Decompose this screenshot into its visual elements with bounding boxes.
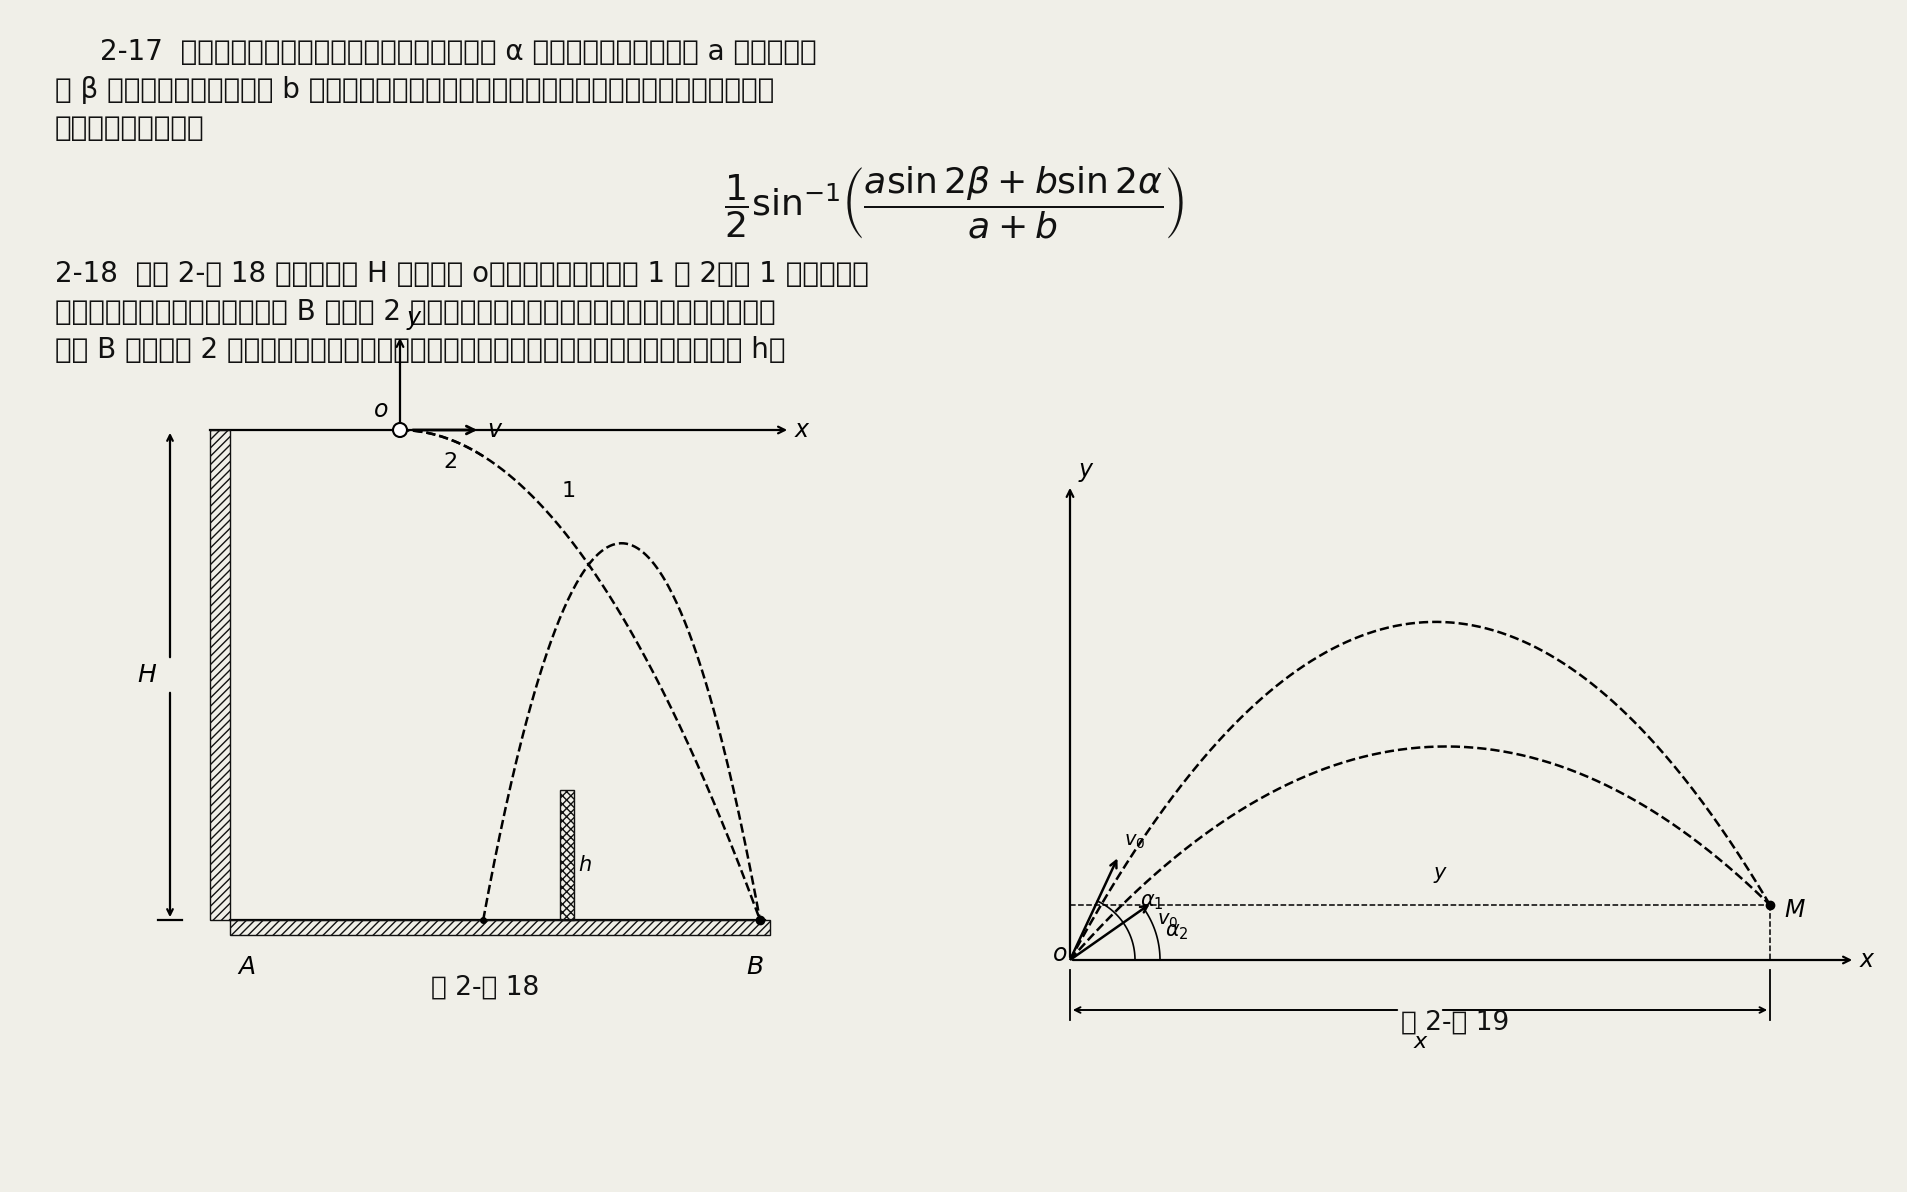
Text: 2-17  炮弹欲击中地面上某一目的物。但若以仰角 α 发射，则落在目的物前 a 米；若以仰: 2-17 炮弹欲击中地面上某一目的物。但若以仰角 α 发射，则落在目的物前 a … bbox=[99, 38, 816, 66]
Text: y: y bbox=[1432, 863, 1446, 883]
Bar bbox=[210, 430, 231, 920]
Text: $\dfrac{1}{2}\sin^{-1}\!\left(\dfrac{a\sin 2\beta + b\sin 2\alpha}{a+b}\right)$: $\dfrac{1}{2}\sin^{-1}\!\left(\dfrac{a\s… bbox=[723, 164, 1184, 241]
Text: $\alpha_1$: $\alpha_1$ bbox=[1138, 892, 1163, 912]
Text: H: H bbox=[137, 663, 156, 687]
Text: 2-18  如图 2-习 18 所示，从高 H 处的一点 o，先后平抛两个小球 1 和 2，球 1 刚好直接越: 2-18 如图 2-习 18 所示，从高 H 处的一点 o，先后平抛两个小球 1… bbox=[55, 260, 868, 288]
Text: v: v bbox=[486, 418, 502, 442]
Text: x: x bbox=[1859, 948, 1873, 971]
Text: y: y bbox=[1079, 458, 1093, 482]
Text: o: o bbox=[374, 398, 387, 422]
Circle shape bbox=[393, 423, 406, 437]
Text: 角 β 发射，则落在目的物后 b 米。假定炮弹的出口速度相同，并且空气阻力不计，试证击中目: 角 β 发射，则落在目的物后 b 米。假定炮弹的出口速度相同，并且空气阻力不计，… bbox=[55, 76, 774, 104]
Bar bbox=[231, 920, 770, 935]
Text: 2: 2 bbox=[442, 452, 458, 472]
Text: x: x bbox=[795, 418, 809, 442]
Text: 图 2-习 19: 图 2-习 19 bbox=[1400, 1010, 1508, 1036]
Text: 落在 B 点。设球 2 以及与之碰撞的地面是光滑的，碰撞中无能量损耗。求竖直挡板的高度 h。: 落在 B 点。设球 2 以及与之碰撞的地面是光滑的，碰撞中无能量损耗。求竖直挡板… bbox=[55, 336, 786, 364]
Text: $\alpha_2$: $\alpha_2$ bbox=[1165, 921, 1188, 942]
Text: h: h bbox=[578, 855, 591, 875]
Text: B: B bbox=[746, 955, 763, 979]
Text: A: A bbox=[238, 955, 256, 979]
Text: $v_0$: $v_0$ bbox=[1123, 832, 1144, 851]
Text: $v_0$: $v_0$ bbox=[1156, 911, 1179, 930]
Text: 的物的适当仰角应为: 的物的适当仰角应为 bbox=[55, 114, 204, 142]
Text: M: M bbox=[1783, 898, 1804, 921]
Text: o: o bbox=[1053, 942, 1066, 966]
Text: 1: 1 bbox=[561, 480, 576, 501]
Text: x: x bbox=[1413, 1032, 1426, 1053]
Text: 过竖直挡板，落到水平地面上的 B 点；球 2 则与地面碰撞一次后，然后刚好越过竖直挡板，也: 过竖直挡板，落到水平地面上的 B 点；球 2 则与地面碰撞一次后，然后刚好越过竖… bbox=[55, 298, 776, 325]
Text: 图 2-习 18: 图 2-习 18 bbox=[431, 975, 540, 1001]
Bar bbox=[561, 790, 574, 920]
Text: y: y bbox=[406, 306, 421, 330]
